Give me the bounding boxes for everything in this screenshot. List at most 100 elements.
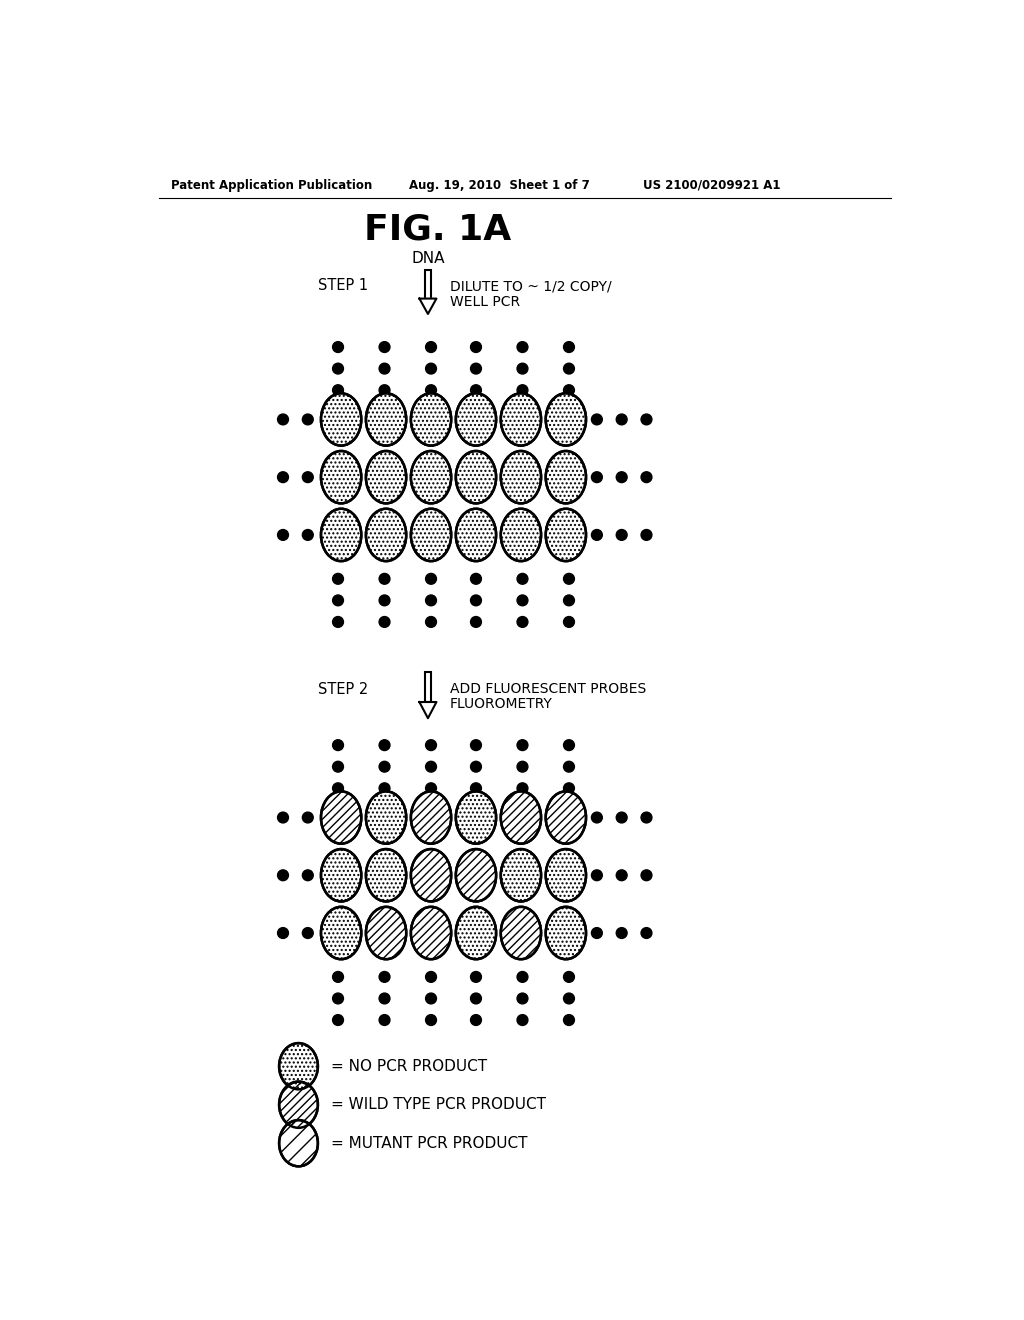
Circle shape [616,529,627,540]
Circle shape [302,928,313,939]
Circle shape [328,870,338,880]
Circle shape [517,342,528,352]
Ellipse shape [411,508,452,561]
Circle shape [471,616,481,627]
Circle shape [517,993,528,1003]
Circle shape [333,993,343,1003]
Text: = WILD TYPE PCR PRODUCT: = WILD TYPE PCR PRODUCT [331,1097,546,1113]
Circle shape [328,471,338,483]
Text: DNA: DNA [412,251,444,267]
Circle shape [471,1015,481,1026]
FancyBboxPatch shape [425,271,431,298]
Circle shape [641,529,652,540]
Polygon shape [420,298,436,314]
Circle shape [379,993,390,1003]
Ellipse shape [321,907,361,960]
Circle shape [563,993,574,1003]
Circle shape [278,529,289,540]
Ellipse shape [366,907,407,960]
Text: = NO PCR PRODUCT: = NO PCR PRODUCT [331,1059,487,1073]
Circle shape [592,471,602,483]
Circle shape [426,762,436,772]
Circle shape [278,870,289,880]
Circle shape [278,812,289,822]
Circle shape [333,616,343,627]
Circle shape [302,529,313,540]
Circle shape [471,972,481,982]
Circle shape [471,993,481,1003]
Circle shape [379,342,390,352]
Circle shape [333,783,343,793]
Circle shape [563,342,574,352]
Circle shape [471,342,481,352]
Circle shape [517,385,528,396]
Circle shape [471,739,481,751]
Ellipse shape [366,849,407,902]
Circle shape [333,739,343,751]
Ellipse shape [366,393,407,446]
Circle shape [563,363,574,374]
Circle shape [379,363,390,374]
Circle shape [333,342,343,352]
Circle shape [592,928,602,939]
Circle shape [328,414,338,425]
Ellipse shape [411,849,452,902]
Circle shape [333,972,343,982]
Circle shape [379,385,390,396]
Circle shape [471,595,481,606]
Circle shape [302,870,313,880]
Circle shape [426,573,436,585]
Circle shape [563,783,574,793]
Circle shape [278,471,289,483]
Circle shape [517,1015,528,1026]
Ellipse shape [280,1121,317,1167]
Circle shape [592,414,602,425]
Circle shape [616,414,627,425]
Circle shape [563,595,574,606]
Circle shape [471,363,481,374]
Circle shape [592,529,602,540]
Ellipse shape [411,451,452,503]
Circle shape [641,928,652,939]
Circle shape [563,1015,574,1026]
Ellipse shape [501,451,541,503]
Circle shape [517,972,528,982]
Ellipse shape [321,849,361,902]
Ellipse shape [366,508,407,561]
Ellipse shape [456,792,496,843]
Circle shape [517,573,528,585]
Circle shape [641,414,652,425]
Circle shape [517,739,528,751]
Circle shape [426,385,436,396]
Circle shape [328,928,338,939]
Ellipse shape [366,451,407,503]
Text: STEP 1: STEP 1 [318,279,369,293]
FancyBboxPatch shape [425,672,431,702]
Ellipse shape [501,849,541,902]
Circle shape [471,783,481,793]
Ellipse shape [546,792,586,843]
Circle shape [302,812,313,822]
Ellipse shape [411,393,452,446]
Circle shape [563,573,574,585]
Circle shape [333,385,343,396]
Circle shape [517,762,528,772]
Text: FIG. 1A: FIG. 1A [365,213,512,247]
Circle shape [517,783,528,793]
Ellipse shape [546,508,586,561]
Circle shape [592,812,602,822]
Circle shape [563,385,574,396]
Ellipse shape [456,849,496,902]
Text: WELL PCR: WELL PCR [450,294,520,309]
Ellipse shape [546,451,586,503]
Circle shape [333,762,343,772]
Circle shape [328,812,338,822]
Circle shape [517,616,528,627]
Ellipse shape [366,792,407,843]
Text: = MUTANT PCR PRODUCT: = MUTANT PCR PRODUCT [331,1135,527,1151]
Circle shape [379,595,390,606]
Circle shape [471,762,481,772]
Circle shape [426,1015,436,1026]
Ellipse shape [456,451,496,503]
Ellipse shape [280,1081,317,1127]
